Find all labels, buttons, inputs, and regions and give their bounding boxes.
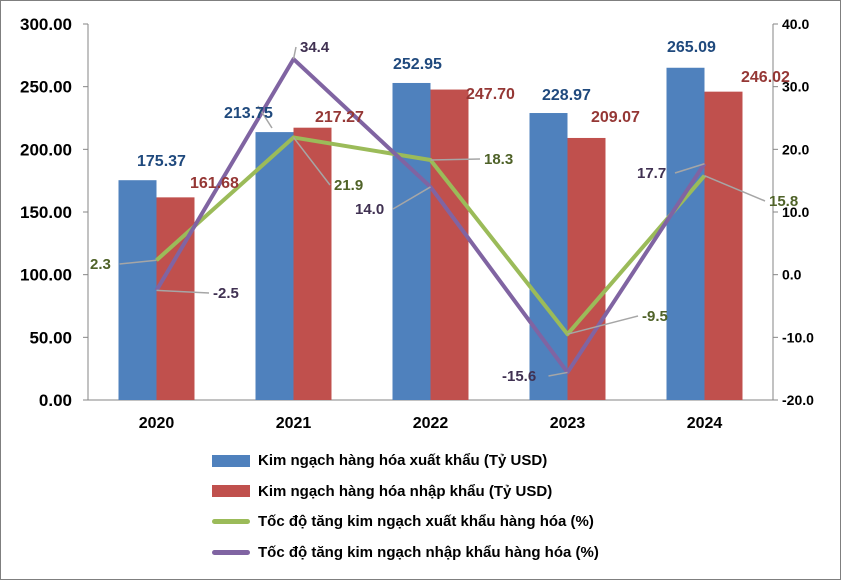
leader-line — [292, 46, 297, 60]
data-label: -9.5 — [642, 308, 668, 325]
left-tick-label: 100.00 — [20, 266, 72, 285]
data-label: -2.5 — [213, 285, 239, 302]
leader-line — [156, 289, 210, 294]
legend-label: Kim ngạch hàng hóa nhập khẩu (Tỷ USD) — [258, 482, 553, 500]
data-label: 247.70 — [466, 86, 515, 103]
legend-swatch — [212, 549, 250, 555]
legend-item: Tốc độ tăng kim ngạch xuất khẩu hàng hóa… — [212, 513, 594, 530]
left-tick-label: 50.00 — [29, 328, 72, 347]
data-label: 252.95 — [393, 56, 442, 73]
data-label: 246.02 — [741, 69, 790, 86]
x-tick-label: 2024 — [687, 415, 723, 432]
bar-export — [392, 82, 431, 400]
bar-import — [704, 91, 743, 400]
right-tick-label: 0.0 — [782, 267, 802, 283]
data-label: 2.3 — [90, 256, 111, 273]
x-tick-label: 2023 — [550, 415, 586, 432]
left-tick-label: 300.00 — [20, 15, 72, 34]
leader-line — [292, 136, 331, 186]
data-label: 228.97 — [542, 87, 591, 104]
right-tick-label: -20.0 — [782, 392, 814, 408]
data-label: 17.7 — [637, 165, 666, 182]
left-tick-label: 0.00 — [39, 391, 72, 410]
right-tick-label: 40.0 — [782, 16, 809, 32]
leader-line — [674, 163, 705, 174]
leader-line — [392, 186, 431, 210]
right-tick-label: 30.0 — [782, 79, 809, 95]
legend-swatch — [212, 485, 250, 497]
right-tick-label: 10.0 — [782, 204, 809, 220]
left-tick-label: 200.00 — [20, 140, 72, 159]
x-tick-label: 2022 — [413, 415, 449, 432]
right-tick-label: -10.0 — [782, 329, 814, 345]
data-label: 213.75 — [224, 105, 273, 122]
data-label: 15.8 — [769, 193, 798, 210]
leader-line — [704, 174, 766, 202]
leader-line — [257, 105, 273, 129]
right-tick-label: 20.0 — [782, 141, 809, 157]
data-label: 175.37 — [137, 153, 186, 170]
bar-export — [255, 132, 294, 400]
data-label: 209.07 — [591, 109, 640, 126]
leader-line — [548, 371, 568, 377]
legend-swatch — [212, 454, 250, 467]
bar-export — [529, 113, 568, 401]
data-label: 21.9 — [334, 177, 363, 194]
bar-import — [430, 89, 469, 401]
data-label: 265.09 — [667, 39, 716, 56]
bar-import — [156, 197, 195, 400]
legend-label: Tốc độ tăng kim ngạch xuất khẩu hàng hóa… — [258, 513, 594, 530]
data-label: 14.0 — [355, 201, 384, 218]
data-label: -15.6 — [502, 368, 536, 385]
leader-line — [430, 158, 481, 161]
legend-item: Tốc độ tăng kim ngạch nhập khẩu hàng hóa… — [212, 544, 599, 561]
bar-import — [567, 137, 606, 400]
legend-label: Kim ngạch hàng hóa xuất khẩu (Tỷ USD) — [258, 452, 548, 469]
x-tick-label: 2021 — [276, 415, 312, 432]
legend-item: Kim ngạch hàng hóa nhập khẩu (Tỷ USD) — [212, 483, 552, 500]
bar-export — [666, 67, 705, 400]
bar-import — [293, 127, 332, 400]
left-tick-label: 150.00 — [20, 203, 72, 222]
legend-label: Tốc độ tăng kim ngạch nhập khẩu hàng hóa… — [258, 543, 599, 561]
leader-line — [119, 259, 157, 265]
data-label: 34.4 — [300, 39, 330, 56]
bar-export — [118, 180, 157, 400]
legend-item: Kim ngạch hàng hóa xuất khẩu (Tỷ USD) — [212, 452, 547, 469]
legend-swatch — [212, 519, 250, 524]
left-tick-label: 250.00 — [20, 78, 72, 97]
data-label: 161.68 — [190, 175, 239, 192]
x-tick-label: 2020 — [139, 415, 175, 432]
data-label: 18.3 — [484, 151, 513, 168]
data-label: 217.27 — [315, 109, 364, 126]
leader-line — [567, 315, 639, 335]
